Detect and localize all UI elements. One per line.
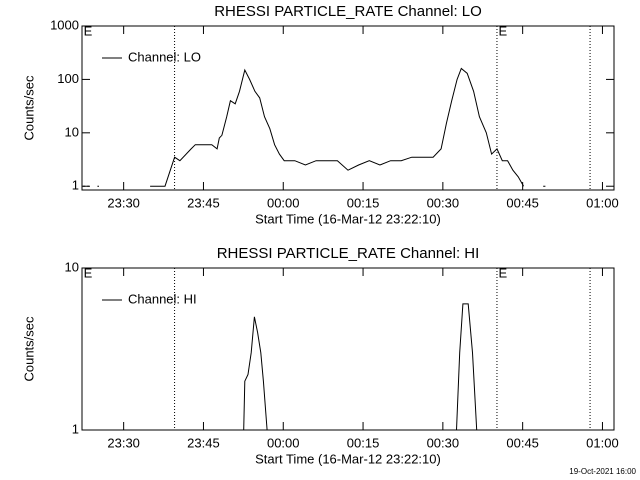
x-tick-label: 00:45 <box>506 435 539 450</box>
plot-frame <box>81 25 615 191</box>
annotation: E <box>84 265 93 280</box>
x-tick-label: 00:30 <box>427 195 460 210</box>
y-axis-label: Counts/sec <box>21 316 36 382</box>
y-tick-label: 1 <box>72 178 79 193</box>
series-line <box>83 67 546 187</box>
x-tick-label: 00:30 <box>427 435 460 450</box>
y-tick-label: 100 <box>57 71 79 86</box>
footer: 19-Oct-2021 16:00 <box>569 467 636 476</box>
x-tick-label: 01:00 <box>586 435 619 450</box>
x-axis-label: Start Time (16-Mar-12 23:22:10) <box>255 211 441 226</box>
x-tick-label: 23:45 <box>187 435 220 450</box>
chart-title: RHESSI PARTICLE_RATE Channel: HI <box>217 245 480 262</box>
x-tick-label: 01:00 <box>586 195 619 210</box>
legend-label: Channel: HI <box>128 291 197 306</box>
y-tick-label: 1 <box>72 421 79 436</box>
x-tick-label: 00:00 <box>267 195 300 210</box>
y-tick-label: 10 <box>65 124 79 139</box>
x-tick-label: 23:45 <box>187 195 220 210</box>
plot-frame <box>81 267 615 431</box>
annotation: E <box>499 265 508 280</box>
x-tick-label: 23:30 <box>107 195 140 210</box>
annotation: E <box>84 23 93 38</box>
y-tick-label: 1000 <box>50 17 79 32</box>
series-line <box>243 303 478 431</box>
y-tick-label: 10 <box>65 259 79 274</box>
y-axis-label: Counts/sec <box>21 75 36 141</box>
x-tick-label: 23:30 <box>107 435 140 450</box>
x-axis-label: Start Time (16-Mar-12 23:22:10) <box>255 451 441 466</box>
x-tick-label: 00:00 <box>267 435 300 450</box>
chart-title: RHESSI PARTICLE_RATE Channel: LO <box>214 3 482 20</box>
x-tick-label: 00:45 <box>506 195 539 210</box>
annotation: E <box>499 23 508 38</box>
x-tick-label: 00:15 <box>347 195 380 210</box>
legend-label: Channel: LO <box>128 49 201 64</box>
x-tick-label: 00:15 <box>347 435 380 450</box>
